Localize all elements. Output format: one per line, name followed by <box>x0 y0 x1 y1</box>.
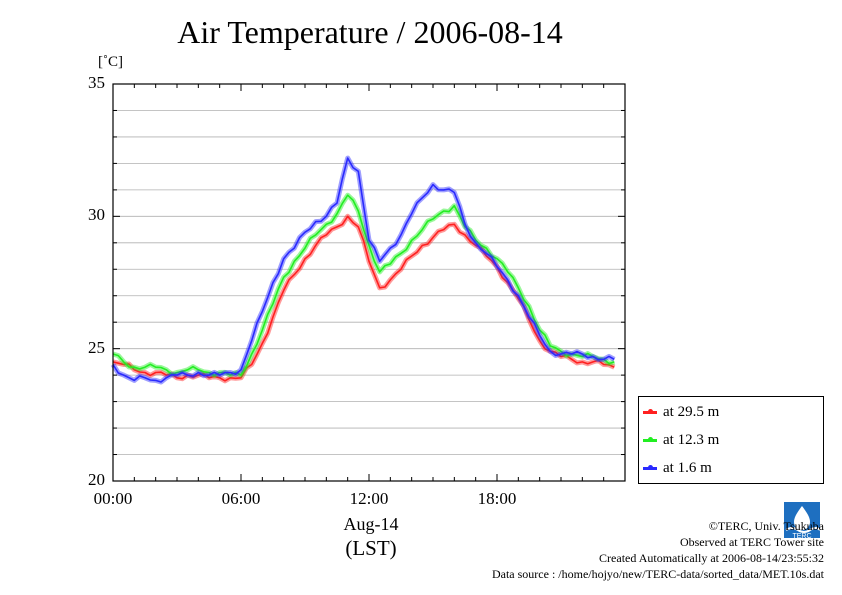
logo-text: TERC <box>792 533 811 540</box>
legend-item: at 1.6 m <box>643 457 712 479</box>
legend-label: at 1.6 m <box>663 459 712 476</box>
terc-logo-icon: TERC <box>784 502 821 540</box>
credit-source: Data source : /home/hojyo/new/TERC-data/… <box>491 567 824 581</box>
y-tick-label: 25 <box>88 337 105 357</box>
y-axis-unit: [˚C] <box>98 54 123 70</box>
series-line-2 <box>112 157 615 383</box>
legend-item: at 12.3 m <box>643 429 719 451</box>
legend-swatch <box>643 408 657 414</box>
legend-label: at 12.3 m <box>663 431 720 448</box>
y-tick-label: 30 <box>88 205 105 225</box>
credits-block: ©TERC, Univ. Tsukuba Observed at TERC To… <box>492 518 824 582</box>
x-tick-label: 06:00 <box>221 489 261 508</box>
x-tick-label: 00:00 <box>93 489 133 508</box>
legend-item: at 29.5 m <box>643 401 719 423</box>
x-axis-date-label: Aug-14 <box>343 514 399 534</box>
credit-created: Created Automatically at 2006-08-14/23:5… <box>599 551 824 565</box>
legend-label: at 29.5 m <box>663 403 720 420</box>
plot-frame <box>112 83 626 482</box>
x-axis-timezone-label: (LST) <box>345 536 397 560</box>
credit-site: Observed at TERC Tower site <box>679 535 824 549</box>
y-tick-label: 20 <box>88 470 105 489</box>
series-line-0 <box>112 215 615 382</box>
chart-title: Air Temperature / 2006-08-14 <box>177 14 563 50</box>
y-tick-label: 35 <box>88 73 105 92</box>
legend-swatch <box>643 464 657 470</box>
legend-swatch <box>643 436 657 442</box>
x-tick-label: 18:00 <box>477 489 517 508</box>
series-line-1 <box>112 194 615 377</box>
x-tick-label: 12:00 <box>349 489 389 508</box>
credit-copyright: ©TERC, Univ. Tsukuba <box>708 519 824 533</box>
chart-legend: at 29.5 m at 12.3 m at 1.6 m <box>638 396 824 484</box>
